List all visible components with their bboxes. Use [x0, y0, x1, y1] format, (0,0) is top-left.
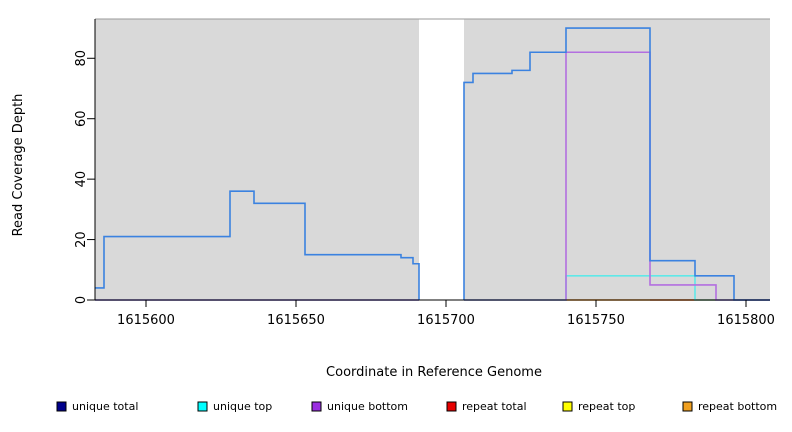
x-axis-tick-label: 1615700	[417, 313, 475, 328]
y-axis-tick-label: 0	[74, 296, 89, 304]
legend-label-unique-bottom: unique bottom	[327, 400, 408, 413]
axes-layer: 1615600 1615650 1615700 1615750 1615800 0 20 40…	[74, 19, 775, 328]
x-axis-tick-label: 1615750	[567, 313, 625, 328]
y-axis-tick-label: 80	[74, 50, 89, 67]
y-axis-tick-label: 60	[74, 110, 89, 127]
x-axis-tick-label: 1615650	[267, 313, 325, 328]
legend-label-unique-top: unique top	[213, 400, 272, 413]
plot-background	[94, 18, 770, 300]
legend-label-unique-total: unique total	[72, 400, 138, 413]
legend-swatch-repeat-bottom	[682, 401, 693, 412]
legend-swatch-repeat-total	[446, 401, 457, 412]
legend-label-repeat-bottom: repeat bottom	[698, 400, 777, 413]
legend-label-repeat-total: repeat total	[462, 400, 527, 413]
x-axis-title: Coordinate in Reference Genome	[326, 365, 542, 380]
y-axis-title: Read Coverage Depth	[11, 94, 26, 237]
y-axis-tick-label: 20	[74, 231, 89, 248]
series-line-unique-total	[95, 190, 420, 300]
legend-swatch-unique-total	[56, 401, 67, 412]
legend-swatch-unique-top	[197, 401, 208, 412]
x-axis-tick-label: 1615600	[117, 313, 175, 328]
y-axis-tick-label: 40	[74, 171, 89, 188]
legend-label-repeat-top: repeat top	[578, 400, 635, 413]
legend-swatch-repeat-top	[562, 401, 573, 412]
series-line-unique-total	[463, 27, 770, 301]
plot-panel-band	[464, 19, 770, 300]
chart-legend: unique total unique top unique bottom repea…	[56, 400, 777, 413]
plot-panel-band	[95, 19, 419, 300]
legend-swatch-unique-bottom	[311, 401, 322, 412]
x-axis-tick-label: 1615800	[717, 313, 775, 328]
